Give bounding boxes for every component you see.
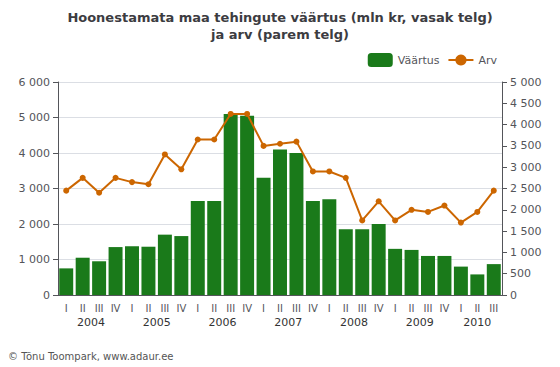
svg-text:Arv: Arv [478,54,497,67]
svg-text:I: I [262,303,265,314]
svg-text:I: I [459,303,462,314]
svg-text:2006: 2006 [208,316,236,329]
svg-text:4 000: 4 000 [510,118,542,131]
svg-text:5 000: 5 000 [510,76,542,89]
svg-text:2009: 2009 [406,316,434,329]
svg-text:4 000: 4 000 [19,147,51,160]
svg-text:II: II [343,303,349,314]
svg-text:2010: 2010 [463,316,491,329]
svg-text:2005: 2005 [143,316,171,329]
svg-text:© Tõnu Toompark, www.adaur.ee: © Tõnu Toompark, www.adaur.ee [8,351,174,362]
svg-text:2 000: 2 000 [510,203,542,216]
svg-text:II: II [474,303,480,314]
svg-text:I: I [196,303,199,314]
svg-text:IV: IV [440,303,450,314]
svg-text:III: III [424,303,433,314]
svg-text:II: II [145,303,151,314]
svg-text:I: I [328,303,331,314]
svg-text:III: III [160,303,169,314]
svg-text:III: III [292,303,301,314]
svg-text:0: 0 [510,289,517,302]
svg-text:3 000: 3 000 [510,161,542,174]
svg-text:ja arv (parem telg): ja arv (parem telg) [210,27,349,42]
svg-text:IV: IV [308,303,318,314]
svg-text:III: III [226,303,235,314]
svg-text:2004: 2004 [77,316,105,329]
svg-text:Hoonestamata maa tehingute vää: Hoonestamata maa tehingute väärtus (mln … [67,10,492,25]
svg-text:500: 500 [510,267,531,280]
svg-text:III: III [95,303,104,314]
svg-text:I: I [65,303,68,314]
svg-text:IV: IV [111,303,121,314]
svg-text:2007: 2007 [274,316,302,329]
svg-text:5 000: 5 000 [19,111,51,124]
svg-text:2 000: 2 000 [19,218,51,231]
svg-text:1 000: 1 000 [19,253,51,266]
svg-text:0: 0 [43,289,50,302]
svg-text:I: I [394,303,397,314]
svg-text:IV: IV [176,303,186,314]
svg-text:II: II [409,303,415,314]
svg-text:IV: IV [242,303,252,314]
svg-text:4 500: 4 500 [510,97,542,110]
svg-text:2 500: 2 500 [510,182,542,195]
svg-text:III: III [489,303,498,314]
svg-text:3 500: 3 500 [510,139,542,152]
svg-text:3 000: 3 000 [19,182,51,195]
svg-text:I: I [131,303,134,314]
svg-text:IV: IV [374,303,384,314]
svg-text:Väärtus: Väärtus [398,54,440,67]
svg-text:III: III [358,303,367,314]
svg-text:1 000: 1 000 [510,246,542,259]
svg-text:6 000: 6 000 [19,76,51,89]
svg-text:II: II [277,303,283,314]
svg-text:2008: 2008 [340,316,368,329]
svg-text:II: II [80,303,86,314]
svg-text:II: II [211,303,217,314]
svg-text:1 500: 1 500 [510,225,542,238]
